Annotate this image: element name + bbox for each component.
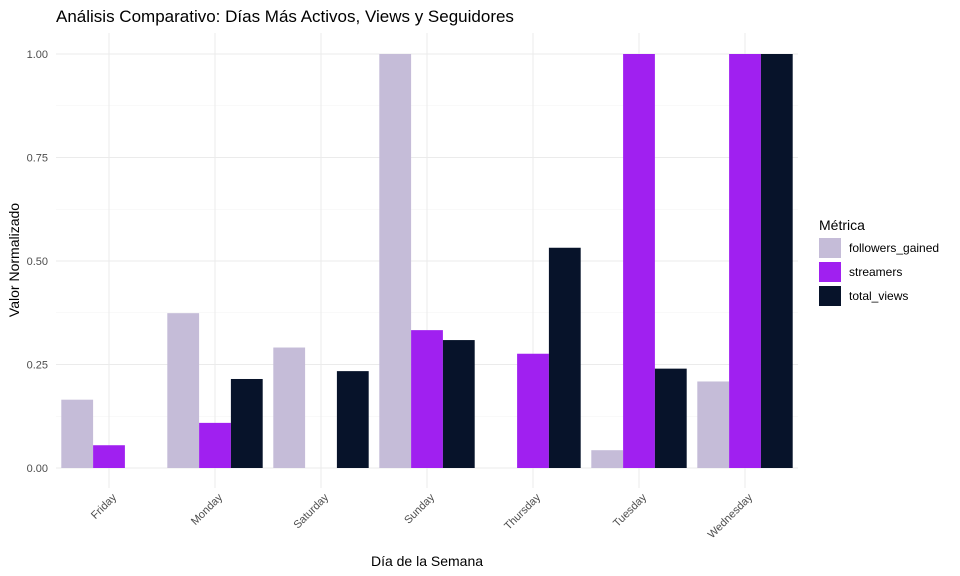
legend-label-followers_gained: followers_gained bbox=[849, 241, 939, 255]
x-axis-ticks: Friday Monday Saturday Sunday Thursday Tuesda… bbox=[89, 491, 755, 541]
bar-followers_gained-tuesday bbox=[591, 450, 624, 468]
bar-followers_gained-wednesday bbox=[697, 381, 730, 468]
x-tick-label: Sunday bbox=[402, 491, 437, 526]
legend-label-total_views: total_views bbox=[849, 289, 908, 303]
y-tick-label: 0.50 bbox=[27, 256, 48, 268]
y-axis-title: Valor Normalizado bbox=[6, 203, 22, 317]
y-tick-label: 0.00 bbox=[27, 463, 48, 475]
y-tick-label: 0.75 bbox=[27, 153, 48, 165]
x-tick-label: Wednesday bbox=[706, 491, 756, 541]
bar-followers_gained-monday bbox=[167, 313, 200, 468]
chart-title: Análisis Comparativo: Días Más Activos, … bbox=[56, 7, 514, 26]
bar-total_views-sunday bbox=[442, 340, 475, 468]
bar-streamers-sunday bbox=[411, 330, 443, 468]
bar-total_views-wednesday bbox=[760, 54, 793, 468]
x-tick-label: Thursday bbox=[502, 491, 543, 532]
x-axis-title: Día de la Semana bbox=[371, 553, 483, 569]
bar-followers_gained-saturday bbox=[273, 347, 306, 468]
bar-total_views-tuesday bbox=[654, 368, 687, 468]
x-tick-label: Tuesday bbox=[611, 491, 649, 529]
legend-key-total_views bbox=[819, 286, 841, 306]
y-tick-label: 1.00 bbox=[27, 49, 48, 61]
legend-label-streamers: streamers bbox=[849, 265, 902, 279]
legend-key-streamers bbox=[819, 262, 841, 282]
bar-streamers-tuesday bbox=[623, 54, 655, 468]
bars bbox=[61, 54, 793, 468]
x-tick-label: Monday bbox=[189, 491, 226, 528]
bar-streamers-friday bbox=[93, 445, 125, 468]
bar-total_views-monday bbox=[230, 378, 263, 468]
y-axis-ticks: 0.00 0.25 0.50 0.75 1.00 bbox=[27, 49, 48, 475]
y-tick-label: 0.25 bbox=[27, 360, 48, 372]
bar-total_views-thursday bbox=[548, 247, 581, 468]
bar-streamers-wednesday bbox=[729, 54, 761, 468]
x-tick-label: Saturday bbox=[292, 491, 332, 531]
bar-followers_gained-sunday bbox=[379, 54, 412, 468]
bar-total_views-saturday bbox=[336, 371, 369, 468]
bar-streamers-thursday bbox=[517, 353, 549, 468]
legend: Métrica followers_gained streamers total_v… bbox=[819, 217, 939, 306]
bar-streamers-monday bbox=[199, 422, 231, 468]
legend-key-followers_gained bbox=[819, 238, 841, 258]
bar-followers_gained-friday bbox=[61, 399, 94, 468]
legend-title: Métrica bbox=[819, 217, 865, 233]
x-tick-label: Friday bbox=[89, 491, 119, 521]
